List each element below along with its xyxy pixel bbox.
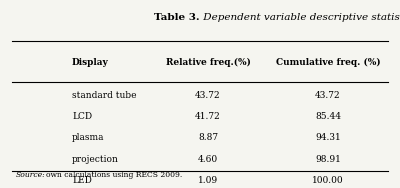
Text: Table 3.: Table 3.: [154, 13, 200, 22]
Text: LCD: LCD: [72, 112, 92, 121]
Text: 43.72: 43.72: [315, 91, 341, 100]
Text: own calculations using RECS 2009.: own calculations using RECS 2009.: [46, 171, 182, 179]
Text: Display: Display: [72, 58, 109, 67]
Text: Dependent variable descriptive statistics: Dependent variable descriptive statistic…: [200, 13, 400, 22]
Text: 94.31: 94.31: [315, 133, 341, 143]
Text: Cumulative freq. (%): Cumulative freq. (%): [276, 58, 380, 67]
Text: 4.60: 4.60: [198, 155, 218, 164]
Text: 8.87: 8.87: [198, 133, 218, 143]
Text: 43.72: 43.72: [195, 91, 221, 100]
Text: Relative freq.(%): Relative freq.(%): [166, 58, 250, 67]
Text: LED: LED: [72, 176, 92, 185]
Text: 1.09: 1.09: [198, 176, 218, 185]
Text: plasma: plasma: [72, 133, 104, 143]
Text: 85.44: 85.44: [315, 112, 341, 121]
Text: 98.91: 98.91: [315, 155, 341, 164]
Text: 41.72: 41.72: [195, 112, 221, 121]
Text: Source:: Source:: [16, 171, 46, 179]
Text: projection: projection: [72, 155, 119, 164]
Text: standard tube: standard tube: [72, 91, 136, 100]
Text: 100.00: 100.00: [312, 176, 344, 185]
